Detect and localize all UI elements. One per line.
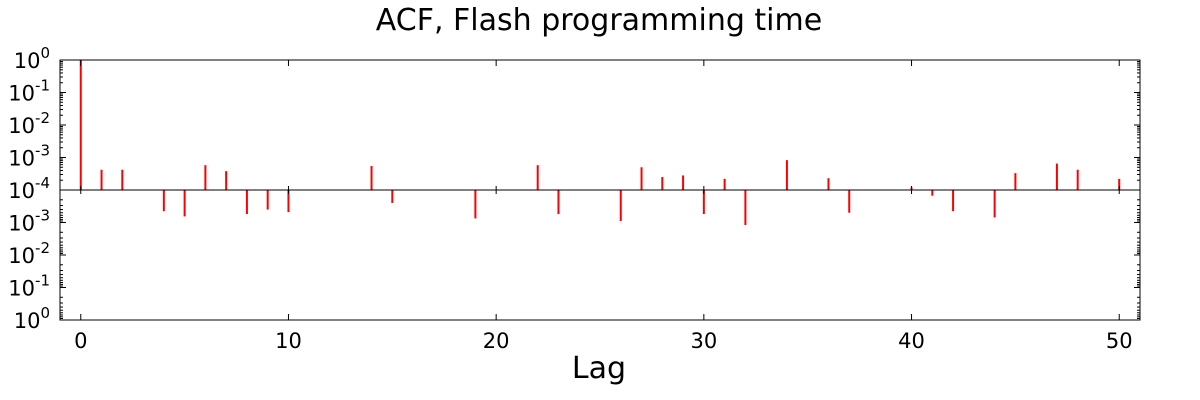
x-tick-label: 50 bbox=[1106, 329, 1133, 353]
y-tick-label: 10-3 bbox=[8, 207, 50, 236]
x-tick-label: 20 bbox=[483, 329, 510, 353]
acf-bars bbox=[79, 60, 1121, 226]
x-tick-label: 0 bbox=[74, 329, 87, 353]
x-tick-label: 40 bbox=[898, 329, 925, 353]
axis-ticks: 100 10-1 10-2 10-3 10-4 10-3 10-2 10-1 100 0 10 20 3… bbox=[8, 44, 1140, 353]
axes-frame bbox=[59, 59, 1141, 321]
y-tick-label: 10-2 bbox=[8, 109, 50, 138]
y-tick-label: 100 bbox=[14, 304, 50, 333]
x-axis-label: Lag bbox=[572, 351, 626, 386]
y-tick-label: 10-4 bbox=[8, 174, 50, 203]
chart-title: ACF, Flash programming time bbox=[376, 3, 822, 38]
y-tick-label: 100 bbox=[14, 44, 50, 73]
y-tick-label: 10-3 bbox=[8, 142, 50, 171]
y-tick-label: 10-1 bbox=[8, 77, 50, 106]
y-tick-label: 10-1 bbox=[8, 272, 50, 301]
x-tick-label: 30 bbox=[690, 329, 717, 353]
y-tick-label: 10-2 bbox=[8, 239, 50, 268]
x-tick-label: 10 bbox=[275, 329, 302, 353]
